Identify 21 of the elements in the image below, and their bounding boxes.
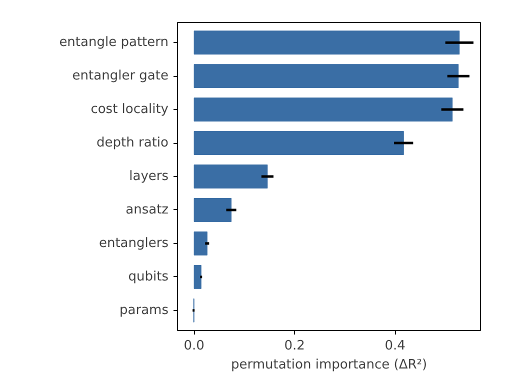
bar — [194, 264, 202, 289]
x-tick-label: 0.2 — [284, 338, 305, 354]
bar — [194, 164, 268, 188]
y-tick-label: params — [120, 302, 169, 318]
y-tick-label: entangler gate — [72, 68, 169, 84]
y-tick-label: qubits — [128, 269, 169, 284]
bar — [194, 131, 404, 155]
bar — [194, 198, 232, 222]
y-tick-label: entangle pattern — [59, 35, 169, 50]
bar — [194, 64, 459, 88]
y-tick-label: layers — [129, 169, 169, 184]
x-tick-label: 0.0 — [184, 338, 204, 354]
y-tick-label: cost locality — [90, 102, 169, 118]
y-tick-label: entanglers — [98, 236, 169, 251]
x-axis-title: permutation importance (ΔR²) — [230, 358, 428, 372]
y-tick-label: ansatz — [126, 202, 169, 218]
bar — [194, 30, 460, 55]
y-tick-label: depth ratio — [96, 136, 169, 151]
x-tick-label: 0.4 — [384, 338, 406, 354]
bar — [194, 98, 453, 122]
bar — [194, 231, 208, 256]
